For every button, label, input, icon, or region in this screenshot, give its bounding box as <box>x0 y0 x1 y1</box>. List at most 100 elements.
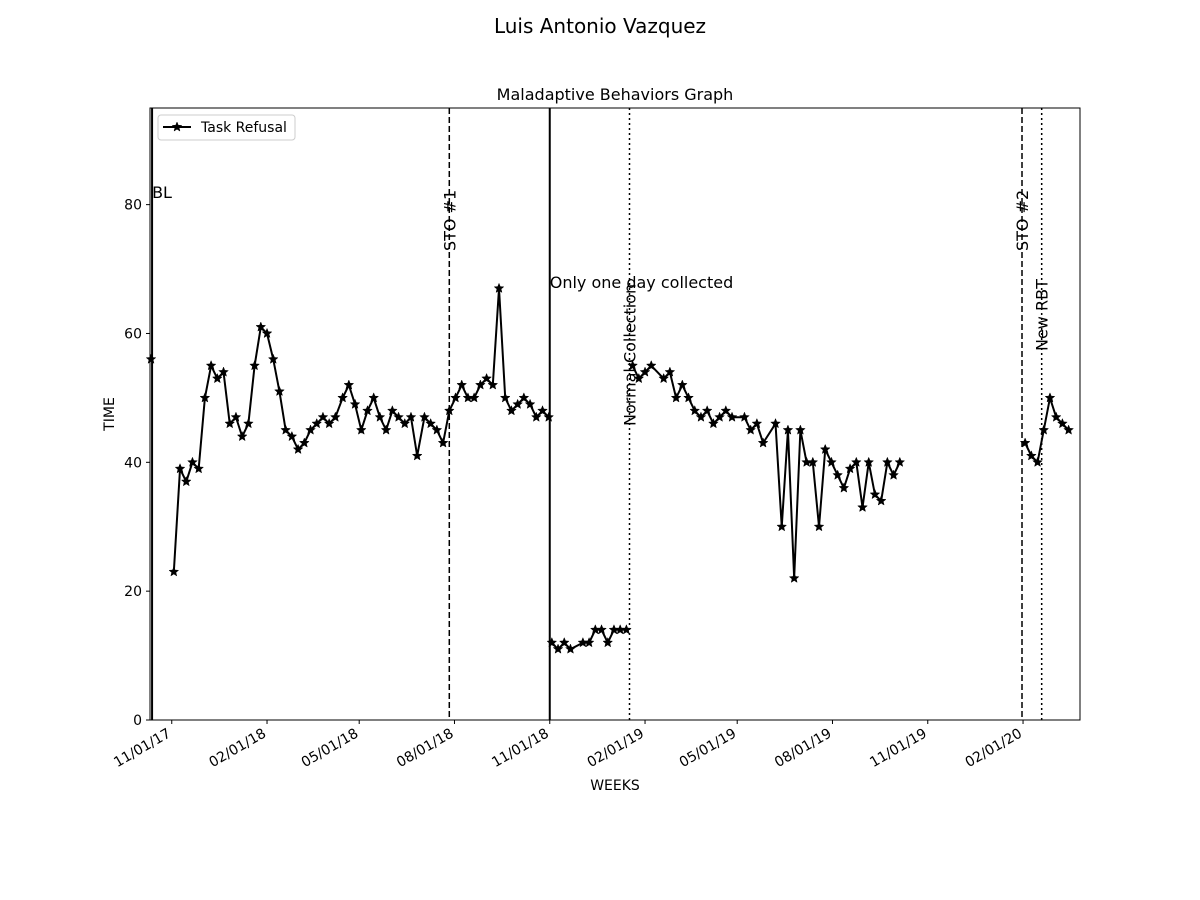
x-tick-label: 11/01/17 <box>111 726 173 771</box>
data-point <box>1063 424 1074 435</box>
data-point <box>543 411 555 422</box>
data-point <box>664 366 676 377</box>
data-point <box>374 411 386 422</box>
data-point <box>267 353 279 364</box>
data-point <box>524 398 536 409</box>
data-point <box>411 450 423 461</box>
plot-frame <box>149 107 1081 721</box>
data-point <box>362 405 373 416</box>
data-point <box>1050 411 1062 422</box>
data-point <box>537 405 548 416</box>
data-point <box>329 411 341 422</box>
data-point <box>1032 456 1043 467</box>
data-point <box>261 327 273 339</box>
data-point <box>658 372 670 384</box>
data-point <box>280 424 292 435</box>
data-point <box>695 411 707 422</box>
data-point <box>720 405 732 416</box>
data-point <box>869 488 881 500</box>
y-tick-label: 0 <box>133 713 142 729</box>
data-point <box>552 643 564 654</box>
data-point <box>1057 417 1068 429</box>
data-point <box>431 424 443 435</box>
data-point <box>714 411 725 422</box>
data-point <box>298 437 310 448</box>
data-point <box>583 637 595 648</box>
data-point <box>838 482 850 493</box>
data-point <box>1025 450 1037 461</box>
data-point <box>881 456 893 467</box>
x-tick-label: 11/01/19 <box>867 726 929 771</box>
data-point <box>832 469 844 480</box>
data-point <box>242 417 254 429</box>
data-point <box>205 360 217 371</box>
data-point <box>894 456 906 467</box>
data-point <box>875 495 887 506</box>
data-point <box>627 360 638 371</box>
data-point <box>145 353 157 364</box>
data-point <box>499 392 511 403</box>
data-point <box>305 424 316 435</box>
data-point <box>405 411 417 422</box>
x-tick-label: 05/01/18 <box>299 726 361 771</box>
data-point <box>506 405 517 416</box>
data-point <box>443 405 455 416</box>
data-point <box>337 392 349 403</box>
phase-label: STO #2 <box>1013 190 1032 251</box>
data-point <box>645 360 657 371</box>
data-point <box>317 411 329 422</box>
data-point <box>602 637 614 648</box>
data-point <box>844 463 856 474</box>
legend-entry-task-refusal: Task Refusal <box>200 120 287 136</box>
x-tick-label: 02/01/18 <box>207 726 269 771</box>
data-point <box>770 417 781 429</box>
y-tick-label: 20 <box>124 584 142 600</box>
phase-label: BL <box>152 183 172 202</box>
data-point <box>888 469 899 480</box>
data-point <box>639 366 651 377</box>
data-point <box>187 456 198 467</box>
data-point <box>782 424 794 435</box>
x-tick-label: 11/01/18 <box>489 726 551 771</box>
data-point <box>707 417 719 429</box>
data-point <box>419 411 430 422</box>
data-point <box>274 385 285 397</box>
figure-title: Luis Antonio Vazquez <box>493 14 707 38</box>
data-point <box>676 379 688 390</box>
data-point <box>863 456 875 467</box>
data-point <box>286 430 298 442</box>
data-point <box>751 417 763 429</box>
y-axis-label: TIME <box>102 397 118 432</box>
data-point <box>546 637 558 648</box>
data-point <box>701 405 713 416</box>
x-axis: 11/01/17 02/01/18 05/01/18 08/01/18 11/01/18… <box>111 720 1025 771</box>
data-point <box>450 392 461 403</box>
x-tick-label: 02/01/20 <box>963 726 1025 771</box>
data-point <box>168 566 180 577</box>
y-tick-label: 40 <box>124 455 142 471</box>
x-tick-label: 08/01/18 <box>394 726 456 771</box>
data-point <box>794 424 806 435</box>
data-point <box>249 360 260 371</box>
data-point <box>689 405 701 416</box>
data-point <box>813 521 825 532</box>
y-tick-label: 80 <box>124 198 142 214</box>
data-point <box>558 637 570 648</box>
data-point <box>807 456 819 467</box>
data-point <box>757 437 769 448</box>
data-point <box>474 379 486 390</box>
data-point <box>193 463 205 474</box>
y-axis: 0 20 40 60 80 <box>124 198 150 729</box>
data-point <box>199 392 211 403</box>
data-point <box>236 430 248 442</box>
data-point <box>850 456 862 467</box>
legend-star-marker <box>171 121 183 132</box>
data-point <box>596 624 607 635</box>
data-point <box>292 443 304 455</box>
series-layer <box>145 282 1074 654</box>
data-point <box>1044 392 1056 403</box>
data-point <box>776 521 788 532</box>
data-point <box>380 424 392 435</box>
